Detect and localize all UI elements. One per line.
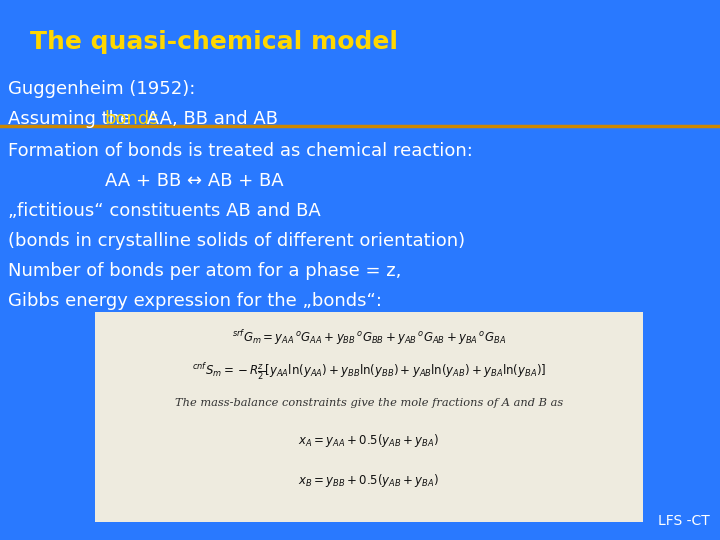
Text: Gibbs energy expression for the „bonds“:: Gibbs energy expression for the „bonds“:: [8, 292, 382, 310]
Text: $^{cnf}S_m = -R\frac{z}{2}[y_{AA}\ln(y_{AA}) + y_{BB}\ln(y_{BB}) + y_{AB}\ln(y_{: $^{cnf}S_m = -R\frac{z}{2}[y_{AA}\ln(y_{…: [192, 362, 546, 382]
Text: AA + BB ↔ AB + BA: AA + BB ↔ AB + BA: [105, 172, 284, 190]
Text: bonds: bonds: [104, 110, 158, 128]
Text: Number of bonds per atom for a phase = z,: Number of bonds per atom for a phase = z…: [8, 262, 401, 280]
Text: Formation of bonds is treated as chemical reaction:: Formation of bonds is treated as chemica…: [8, 142, 473, 160]
Text: „fictitious“ constituents AB and BA: „fictitious“ constituents AB and BA: [8, 202, 320, 220]
Text: The mass-balance constraints give the mole fractions of A and B as: The mass-balance constraints give the mo…: [175, 398, 563, 408]
Text: $x_B = y_{BB} + 0.5(y_{AB} + y_{BA})$: $x_B = y_{BB} + 0.5(y_{AB} + y_{BA})$: [298, 472, 440, 489]
Text: $^{srf}G_m = y_{AA}\,^oG_{AA} + y_{BB}\,^oG_{BB} + y_{AB}\,^oG_{AB} + y_{BA}\,^o: $^{srf}G_m = y_{AA}\,^oG_{AA} + y_{BB}\,…: [232, 328, 506, 347]
Text: Guggenheim (1952):: Guggenheim (1952):: [8, 80, 195, 98]
Text: (bonds in crystalline solids of different orientation): (bonds in crystalline solids of differen…: [8, 232, 465, 250]
Text: $x_A = y_{AA} + 0.5(y_{AB} + y_{BA})$: $x_A = y_{AA} + 0.5(y_{AB} + y_{BA})$: [299, 432, 439, 449]
Text: Assuming the: Assuming the: [8, 110, 137, 128]
Text: LFS -CT: LFS -CT: [658, 514, 710, 528]
Text: The quasi-chemical model: The quasi-chemical model: [30, 30, 398, 54]
FancyBboxPatch shape: [95, 312, 643, 522]
Text: AA, BB and AB: AA, BB and AB: [141, 110, 278, 128]
